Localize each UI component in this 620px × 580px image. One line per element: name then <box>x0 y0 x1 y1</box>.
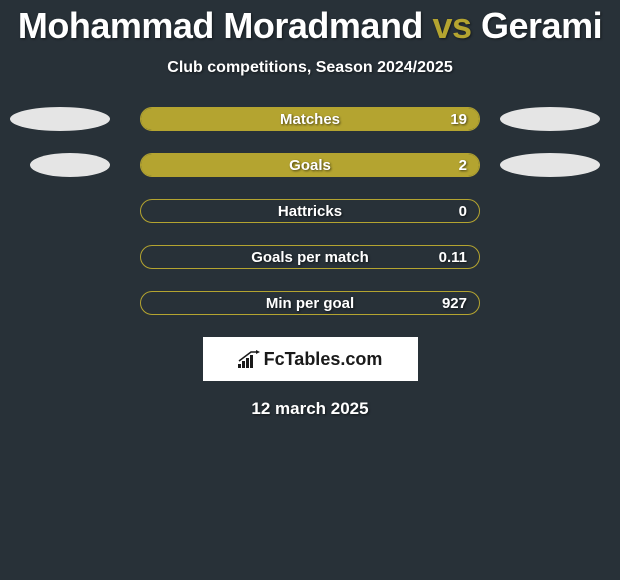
fctables-icon <box>238 350 260 368</box>
player1-avatar-placeholder <box>10 107 110 131</box>
branding-logo[interactable]: FcTables.com <box>203 337 418 381</box>
player2-avatar-placeholder <box>500 153 600 177</box>
stat-label: Matches <box>141 108 479 130</box>
stat-value-right: 927 <box>442 292 467 314</box>
stat-row-hattricks: Hattricks 0 <box>0 199 620 223</box>
player1-name: Mohammad Moradmand <box>18 5 423 46</box>
vs-label: vs <box>432 5 471 46</box>
stat-row-goals: Goals 2 <box>0 153 620 177</box>
player2-avatar-placeholder <box>500 107 600 131</box>
stat-label: Min per goal <box>141 292 479 314</box>
stat-row-min-per-goal: Min per goal 927 <box>0 291 620 315</box>
stat-bar: Goals 2 <box>140 153 480 177</box>
branding-text: FcTables.com <box>264 349 383 370</box>
stat-bar: Goals per match 0.11 <box>140 245 480 269</box>
page-title: Mohammad Moradmand vs Gerami <box>0 5 620 47</box>
stat-bar: Matches 19 <box>140 107 480 131</box>
stat-value-right: 0.11 <box>439 246 467 268</box>
player2-name: Gerami <box>481 5 602 46</box>
stat-value-right: 0 <box>459 200 467 222</box>
stat-row-goals-per-match: Goals per match 0.11 <box>0 245 620 269</box>
stat-value-right: 19 <box>450 108 467 130</box>
comparison-widget: Mohammad Moradmand vs Gerami Club compet… <box>0 0 620 419</box>
stat-label: Goals per match <box>141 246 479 268</box>
stat-value-right: 2 <box>459 154 467 176</box>
subtitle: Club competitions, Season 2024/2025 <box>0 59 620 77</box>
date-label: 12 march 2025 <box>0 399 620 419</box>
stats-list: Matches 19 Goals 2 Hattricks 0 Goals per… <box>0 107 620 315</box>
stat-row-matches: Matches 19 <box>0 107 620 131</box>
player1-avatar-placeholder <box>30 153 110 177</box>
stat-label: Goals <box>141 154 479 176</box>
stat-bar: Min per goal 927 <box>140 291 480 315</box>
stat-label: Hattricks <box>141 200 479 222</box>
stat-bar: Hattricks 0 <box>140 199 480 223</box>
